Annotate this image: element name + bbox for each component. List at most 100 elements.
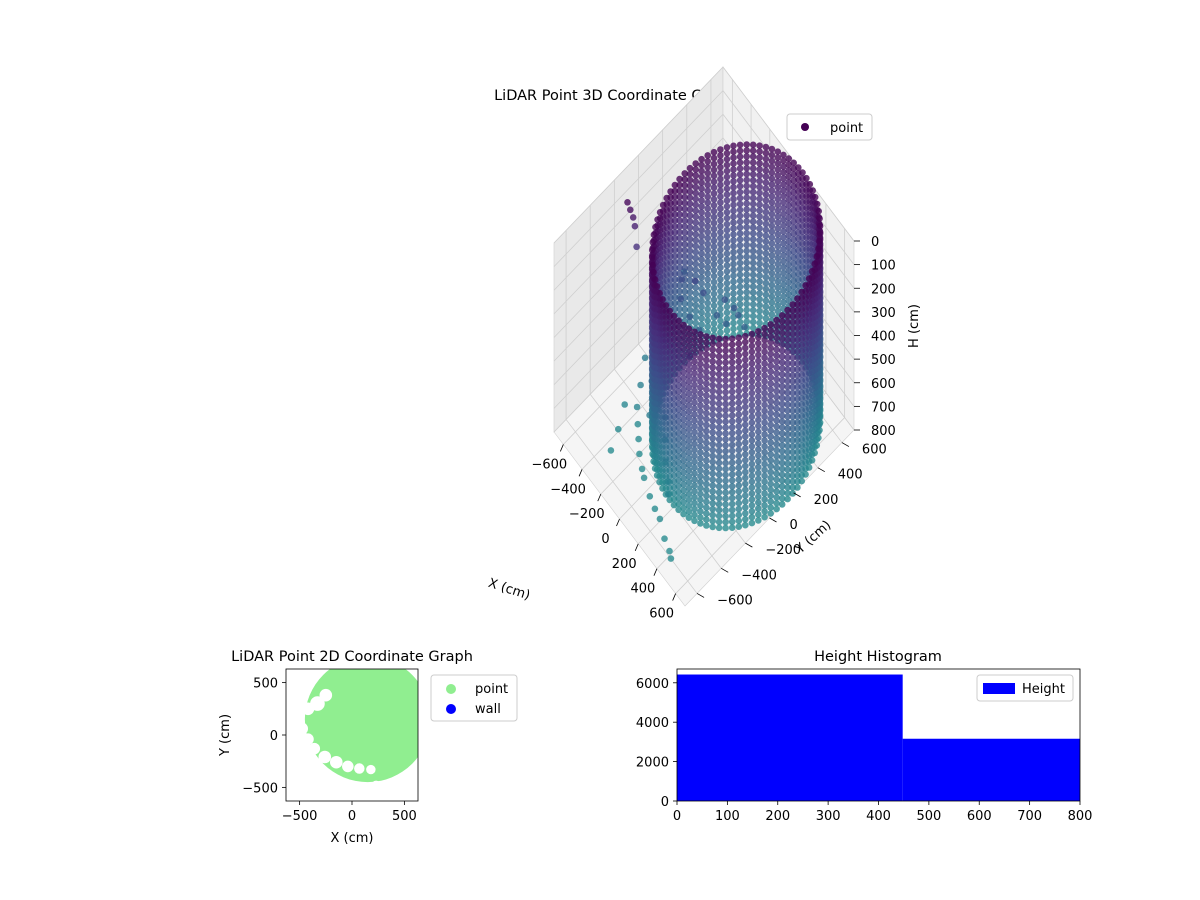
chart-3d-point — [686, 253, 694, 261]
chart-3d-point — [780, 240, 787, 247]
chart-3d-point — [768, 234, 776, 241]
chart-3d-point — [680, 386, 687, 394]
chart-3d-point — [710, 278, 718, 286]
chart-3d-point — [773, 328, 780, 336]
chart-3d-point — [798, 288, 805, 296]
chart-3d-point — [808, 268, 816, 275]
chart-3d-point — [703, 345, 710, 352]
chart-3d-point — [691, 393, 698, 401]
chart-3d-ytick — [745, 542, 753, 548]
chart-3d-point — [767, 439, 774, 446]
chart-3d-point — [697, 331, 704, 338]
chart-3d-point — [762, 315, 770, 322]
chart-2d-xtick-label: 0 — [348, 809, 356, 824]
chart-3d-point — [710, 249, 718, 256]
chart-3d-point — [697, 413, 704, 421]
chart-3d-point — [756, 272, 763, 279]
chart-3d-point — [748, 360, 756, 367]
chart-3d-point — [742, 451, 749, 458]
chart-3d-point — [709, 334, 716, 342]
chart-3d-point — [755, 416, 762, 424]
chart-3d-point — [736, 188, 744, 196]
chart-3d-point — [816, 237, 823, 245]
chart-3d-point — [651, 341, 659, 348]
chart-3d-point — [773, 358, 780, 365]
chart-3d-point — [698, 197, 705, 204]
chart-3d-point — [749, 277, 757, 285]
chart-3d-point — [748, 519, 756, 527]
chart-3d-point — [704, 211, 711, 218]
chart-3d-point — [730, 178, 737, 185]
chart-3d-point — [736, 153, 744, 160]
chart-3d-point — [717, 223, 724, 230]
chart-2d-empty-area — [319, 688, 333, 702]
chart-3d-point — [681, 311, 688, 319]
chart-3d-point — [680, 463, 687, 471]
chart-3d-point — [715, 524, 723, 532]
chart-3d-point — [743, 277, 750, 284]
chart-3d-point — [789, 472, 796, 480]
chart-3d-point — [768, 175, 776, 182]
chart-histogram-xtick-label: 800 — [1068, 809, 1093, 824]
chart-histogram-ytick-label: 6000 — [636, 677, 669, 692]
chart-3d-ytick — [696, 593, 705, 598]
chart-3d-point — [710, 154, 718, 162]
chart-3d-point — [768, 169, 776, 177]
chart-3d-point — [710, 166, 718, 174]
chart-3d-point — [756, 189, 763, 197]
chart-3d-point — [755, 487, 762, 495]
chart-3d-htick-label: 300 — [871, 306, 896, 321]
chart-3d-point — [717, 152, 724, 159]
chart-2d-legend-marker-point — [446, 684, 456, 694]
chart-3d-point — [748, 407, 756, 415]
chart-3d-point — [778, 329, 786, 337]
chart-3d-xtick-label: −200 — [569, 507, 605, 522]
chart-3d-point — [728, 512, 736, 520]
chart-3d-point — [789, 360, 796, 367]
chart-3d-point — [651, 412, 659, 419]
chart-3d-point — [704, 169, 711, 177]
chart-3d-point — [768, 275, 776, 283]
chart-3d-point — [728, 494, 736, 502]
chart-3d-point — [722, 353, 729, 361]
chart-3d-point — [704, 187, 711, 195]
chart-3d-point — [748, 372, 756, 379]
chart-3d-point — [717, 282, 724, 289]
chart-3d-point — [691, 375, 698, 383]
chart-3d-point — [717, 146, 724, 153]
chart-2d-empty-area — [288, 754, 299, 764]
chart-3d-point — [755, 387, 762, 394]
chart-3d-point — [686, 164, 694, 172]
chart-3d-point — [730, 260, 737, 268]
chart-3d-point — [767, 433, 774, 440]
chart-3d-point — [681, 235, 688, 242]
chart-3d-point — [767, 456, 774, 464]
chart-3d-point — [651, 293, 659, 301]
chart-3d-point — [773, 488, 780, 495]
chart-2d-empty-area — [308, 742, 321, 755]
chart-3d-point — [743, 170, 750, 178]
chart-3d-point — [717, 252, 724, 260]
chart-3d-xtick — [597, 493, 602, 502]
chart-3d-point — [685, 478, 693, 486]
chart-3d-point — [748, 454, 756, 462]
chart-3d-point — [735, 470, 743, 477]
chart-3d-point — [736, 242, 744, 249]
chart-3d-point — [703, 522, 710, 529]
chart-3d-point — [743, 206, 750, 213]
chart-3d-point — [768, 157, 776, 165]
chart-3d-point — [686, 259, 694, 267]
chart-histogram-title: Height Histogram — [814, 649, 942, 665]
chart-3d-point — [651, 418, 659, 425]
chart-3d-point — [780, 269, 787, 277]
chart-3d-point — [748, 437, 756, 444]
chart-3d-point — [651, 353, 659, 360]
chart-3d-point — [723, 262, 731, 269]
chart-3d-point — [743, 283, 750, 290]
chart-3d-point — [761, 354, 768, 362]
chart-3d-point — [762, 297, 770, 305]
chart-3d-point — [717, 258, 724, 266]
chart-3d-point — [756, 254, 763, 262]
chart-3d-point — [794, 431, 801, 438]
